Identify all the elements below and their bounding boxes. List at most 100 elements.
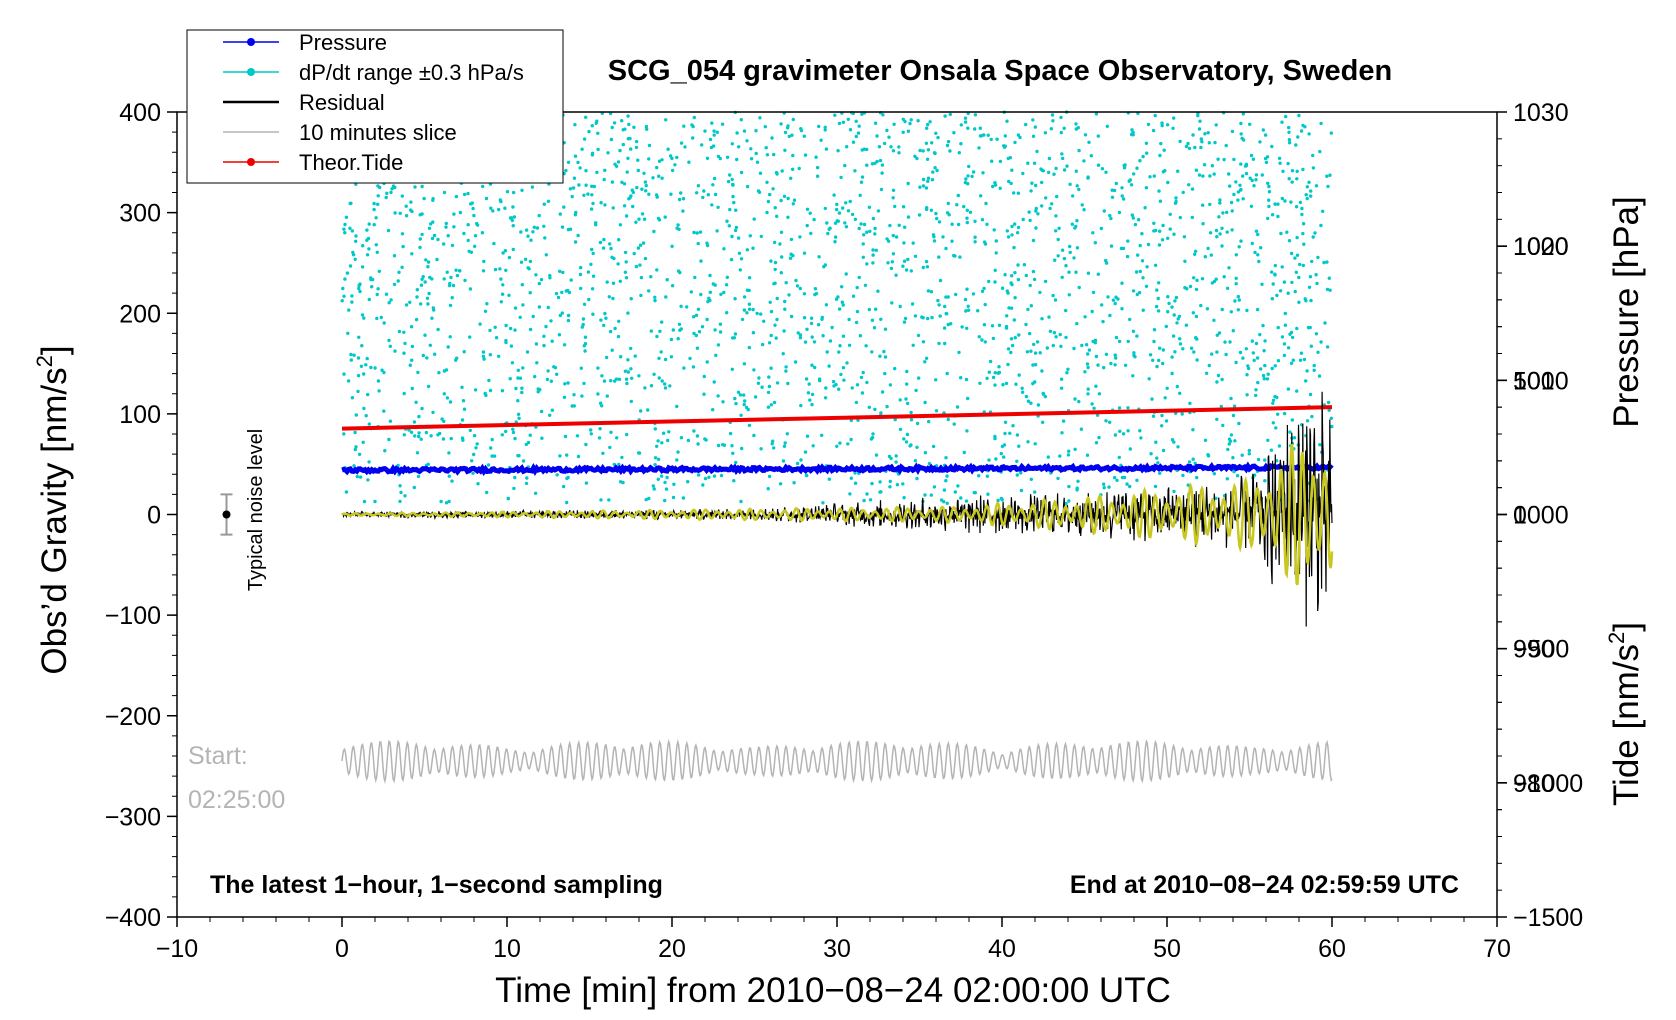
dpdt-point bbox=[1151, 358, 1155, 362]
dpdt-point bbox=[1096, 134, 1101, 138]
dpdt-point bbox=[725, 275, 729, 279]
dpdt-point bbox=[424, 430, 429, 435]
dpdt-point bbox=[926, 148, 931, 152]
dpdt-point bbox=[833, 235, 838, 239]
dpdt-point bbox=[914, 388, 918, 393]
dpdt-point bbox=[603, 168, 607, 172]
dpdt-point bbox=[842, 378, 846, 382]
y-left-tick-label: 200 bbox=[119, 300, 161, 328]
dpdt-point bbox=[957, 350, 961, 355]
dpdt-point bbox=[1024, 322, 1028, 327]
dpdt-point bbox=[420, 277, 424, 281]
dpdt-point bbox=[779, 271, 783, 275]
dpdt-point bbox=[1290, 169, 1295, 173]
dpdt-point bbox=[636, 158, 640, 162]
dpdt-point bbox=[773, 206, 777, 210]
dpdt-point bbox=[994, 457, 998, 461]
dpdt-scatter bbox=[340, 110, 1334, 506]
dpdt-point bbox=[1144, 141, 1149, 145]
dpdt-point bbox=[1307, 180, 1311, 184]
dpdt-point bbox=[917, 213, 922, 217]
dpdt-point bbox=[367, 247, 371, 251]
dpdt-point bbox=[1094, 354, 1099, 359]
dpdt-point bbox=[973, 219, 977, 223]
dpdt-point bbox=[504, 340, 508, 345]
dpdt-point bbox=[1006, 235, 1011, 239]
dpdt-point bbox=[1117, 406, 1122, 410]
dpdt-point bbox=[589, 207, 594, 211]
dpdt-point bbox=[799, 128, 804, 133]
dpdt-point bbox=[1100, 303, 1104, 307]
dpdt-point bbox=[715, 229, 719, 233]
dpdt-point bbox=[997, 370, 1002, 375]
dpdt-point bbox=[1073, 226, 1077, 230]
footer-left: The latest 1−hour, 1−second sampling bbox=[210, 871, 663, 899]
dpdt-point bbox=[1281, 169, 1285, 173]
dpdt-point bbox=[1210, 352, 1214, 356]
dpdt-point bbox=[756, 381, 761, 385]
dpdt-point bbox=[858, 193, 862, 197]
dpdt-point bbox=[486, 463, 491, 467]
dpdt-point bbox=[885, 128, 889, 133]
dpdt-point bbox=[915, 421, 920, 426]
dpdt-point bbox=[767, 384, 772, 389]
dpdt-point bbox=[511, 205, 515, 209]
dpdt-point bbox=[1170, 355, 1174, 359]
dpdt-point bbox=[677, 227, 681, 231]
dpdt-point bbox=[789, 314, 794, 319]
dpdt-point bbox=[767, 474, 772, 479]
dpdt-point bbox=[653, 456, 658, 460]
dpdt-point bbox=[638, 243, 643, 247]
dpdt-point bbox=[944, 246, 948, 251]
dpdt-point bbox=[739, 499, 743, 504]
dpdt-point bbox=[678, 270, 682, 275]
dpdt-point bbox=[1212, 172, 1216, 176]
dpdt-point bbox=[454, 268, 458, 272]
dpdt-point bbox=[957, 151, 961, 155]
dpdt-point bbox=[1004, 381, 1009, 386]
dpdt-point bbox=[1287, 138, 1292, 142]
dpdt-point bbox=[810, 335, 814, 339]
dpdt-point bbox=[836, 219, 840, 223]
dpdt-point bbox=[492, 241, 496, 246]
dpdt-point bbox=[1050, 202, 1054, 206]
dpdt-point bbox=[1171, 126, 1175, 130]
dpdt-point bbox=[626, 156, 630, 160]
dpdt-point bbox=[1260, 173, 1265, 177]
dpdt-point bbox=[905, 432, 910, 437]
dpdt-point bbox=[764, 146, 768, 150]
dpdt-point bbox=[617, 377, 622, 381]
dpdt-point bbox=[840, 300, 844, 304]
dpdt-point bbox=[904, 268, 909, 272]
dpdt-point bbox=[423, 280, 427, 284]
dpdt-point bbox=[726, 179, 731, 184]
dpdt-point bbox=[471, 206, 475, 211]
dpdt-point bbox=[569, 278, 573, 282]
dpdt-point bbox=[734, 208, 738, 212]
dpdt-point bbox=[590, 184, 594, 188]
dpdt-point bbox=[946, 417, 950, 422]
dpdt-point bbox=[598, 427, 602, 431]
dpdt-point bbox=[352, 464, 356, 468]
dpdt-point bbox=[1273, 202, 1277, 206]
dpdt-point bbox=[610, 125, 614, 130]
dpdt-point bbox=[1209, 253, 1214, 257]
dpdt-point bbox=[1015, 433, 1020, 437]
dpdt-point bbox=[573, 213, 578, 217]
dpdt-point bbox=[802, 316, 807, 320]
dpdt-point bbox=[978, 381, 982, 385]
dpdt-point bbox=[1303, 125, 1307, 129]
dpdt-point bbox=[423, 333, 427, 337]
dpdt-point bbox=[742, 129, 747, 133]
dpdt-point bbox=[668, 384, 672, 388]
dpdt-point bbox=[1284, 114, 1288, 119]
dpdt-point bbox=[584, 481, 589, 485]
dpdt-point bbox=[861, 242, 865, 246]
dpdt-point bbox=[959, 376, 963, 380]
dpdt-point bbox=[837, 211, 842, 215]
y-tide-tick-label: −1000 bbox=[1513, 770, 1583, 798]
dpdt-point bbox=[1028, 283, 1032, 288]
dpdt-point bbox=[871, 261, 875, 265]
dpdt-point bbox=[891, 196, 895, 200]
dpdt-point bbox=[1225, 286, 1230, 290]
